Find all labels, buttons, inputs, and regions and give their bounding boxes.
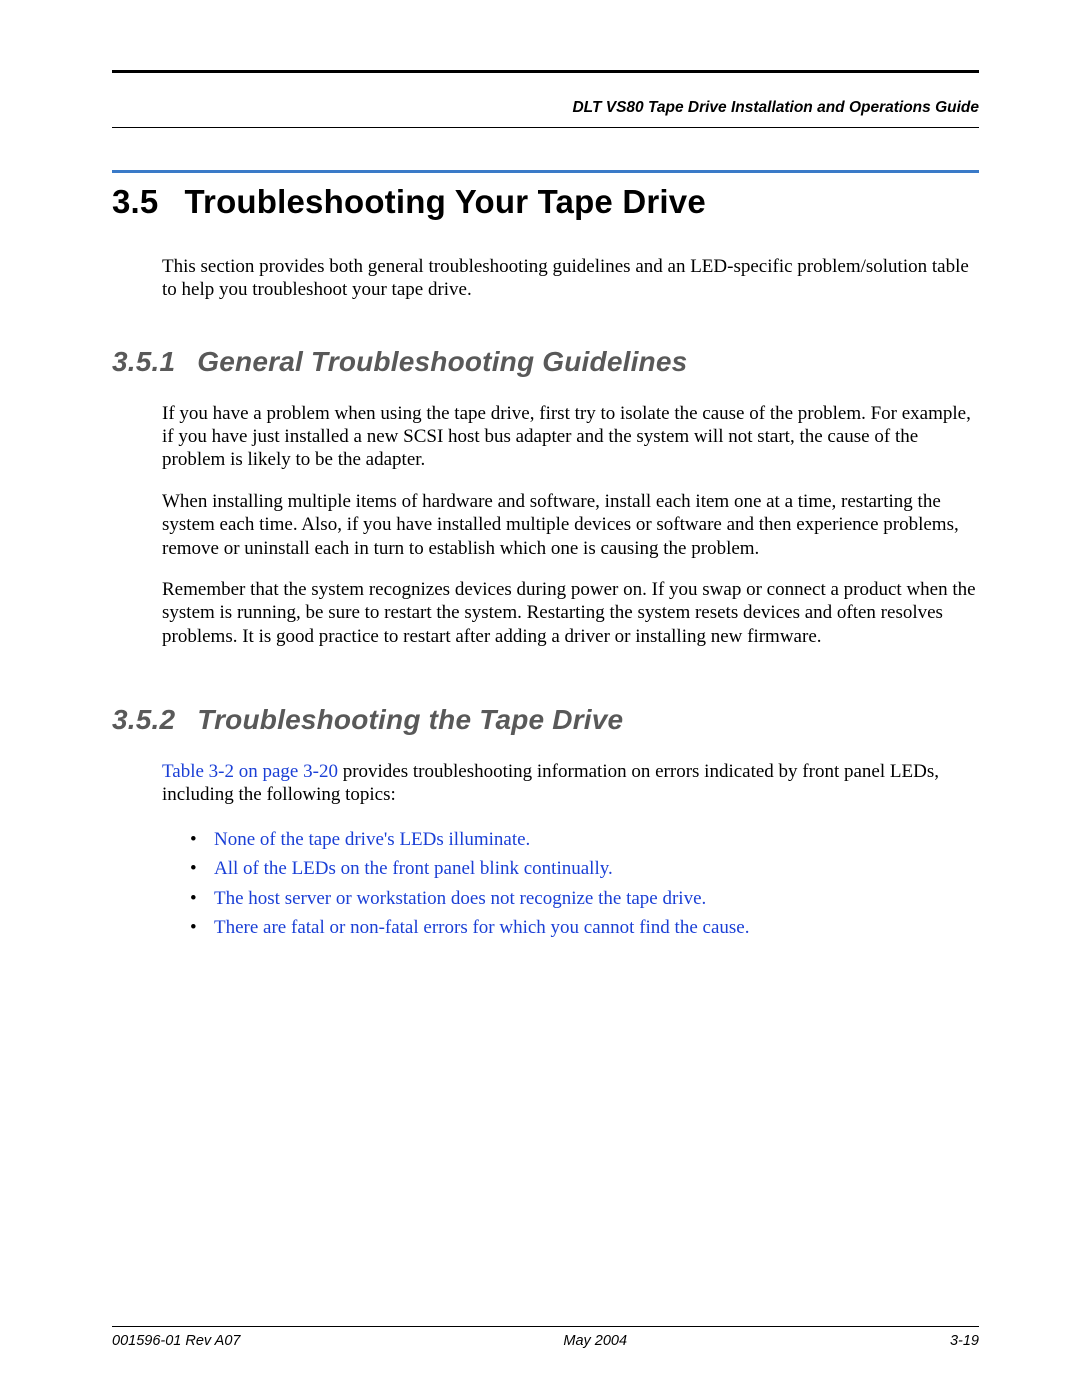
footer-date: May 2004 [563,1333,627,1349]
section-3-5: 3.5 Troubleshooting Your Tape Drive This… [112,170,979,302]
section-title: Troubleshooting Your Tape Drive [184,183,705,221]
page-footer: 001596-01 Rev A07 May 2004 3-19 [112,1326,979,1349]
section-3-5-1: 3.5.1 General Troubleshooting Guidelines… [112,346,979,648]
running-header: DLT VS80 Tape Drive Installation and Ope… [112,99,979,117]
section-accent-rule [112,170,979,173]
subsection-body: If you have a problem when using the tap… [162,402,979,648]
page: DLT VS80 Tape Drive Installation and Ope… [0,0,1080,1397]
footer-doc-rev: 001596-01 Rev A07 [112,1333,240,1349]
section-3-5-2: 3.5.2 Troubleshooting the Tape Drive Tab… [112,704,979,942]
subsection-number: 3.5.1 [112,346,175,378]
footer-rule [112,1326,979,1327]
header-thin-rule [112,127,979,128]
section-intro: This section provides both general troub… [162,255,979,302]
subsection-number: 3.5.2 [112,704,175,736]
section-intro-block: This section provides both general troub… [162,255,979,302]
footer-row: 001596-01 Rev A07 May 2004 3-19 [112,1333,979,1349]
top-rule [112,70,979,73]
subsection-body: Table 3-2 on page 3-20 provides troubles… [162,760,979,942]
topic-link[interactable]: There are fatal or non-fatal errors for … [190,913,979,942]
subsection-title: General Troubleshooting Guidelines [197,346,687,378]
topic-link[interactable]: All of the LEDs on the front panel blink… [190,854,979,883]
cross-reference-link[interactable]: Table 3-2 on page 3-20 [162,761,338,782]
subsection-title: Troubleshooting the Tape Drive [197,704,623,736]
section-number: 3.5 [112,183,158,221]
paragraph: When installing multiple items of hardwa… [162,490,979,560]
topic-link[interactable]: The host server or workstation does not … [190,884,979,913]
subsection-heading: 3.5.1 General Troubleshooting Guidelines [112,346,979,378]
subsection-heading: 3.5.2 Troubleshooting the Tape Drive [112,704,979,736]
section-heading: 3.5 Troubleshooting Your Tape Drive [112,183,979,221]
topic-list: None of the tape drive's LEDs illuminate… [190,825,979,943]
paragraph: Remember that the system recognizes devi… [162,578,979,648]
paragraph: If you have a problem when using the tap… [162,402,979,472]
lead-paragraph: Table 3-2 on page 3-20 provides troubles… [162,760,979,807]
topic-link[interactable]: None of the tape drive's LEDs illuminate… [190,825,979,854]
footer-page-number: 3-19 [950,1333,979,1349]
